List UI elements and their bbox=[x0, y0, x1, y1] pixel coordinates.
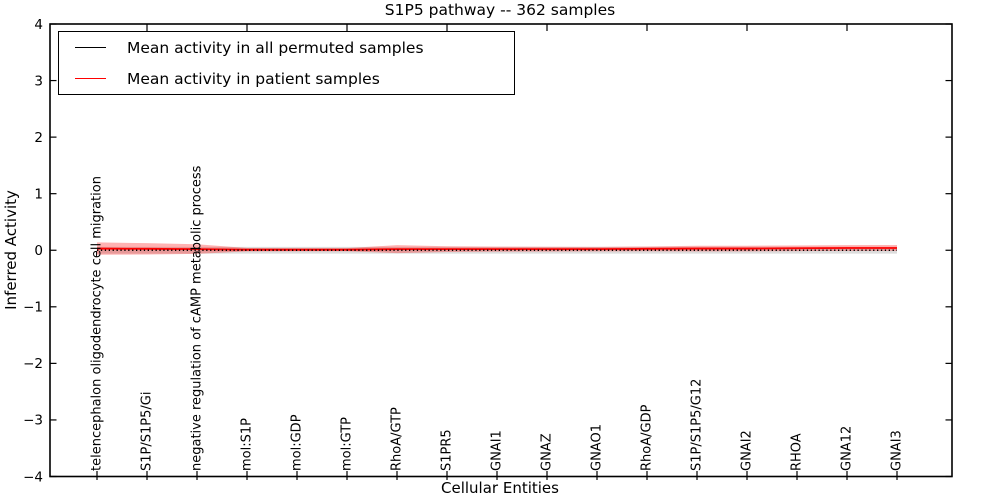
x-tick-label: GNAI1 bbox=[490, 430, 505, 471]
y-axis-label: Inferred Activity bbox=[2, 190, 20, 310]
legend: Mean activity in all permuted samples Me… bbox=[58, 31, 515, 95]
y-tick-label: 2 bbox=[34, 130, 43, 146]
legend-entry-permuted: Mean activity in all permuted samples bbox=[59, 33, 514, 63]
y-tick-label: −4 bbox=[23, 469, 43, 485]
y-tick-label: −2 bbox=[23, 356, 43, 372]
legend-entry-patient: Mean activity in patient samples bbox=[59, 64, 514, 94]
legend-label-patient: Mean activity in patient samples bbox=[127, 69, 380, 88]
y-tick-label: −1 bbox=[23, 300, 43, 316]
x-tick-label: GNAI3 bbox=[890, 430, 905, 471]
y-tick-label: 1 bbox=[34, 186, 43, 202]
y-tick-label: 3 bbox=[34, 73, 43, 89]
x-tick-label: S1PR5 bbox=[440, 429, 455, 471]
x-tick-label: GNAO1 bbox=[590, 424, 605, 471]
y-tick-label: 0 bbox=[34, 243, 43, 259]
red-line-sample-icon bbox=[75, 78, 106, 79]
x-axis-label: Cellular Entities bbox=[441, 479, 559, 497]
patient-mean-line bbox=[96, 247, 897, 251]
x-tick-label: GNAZ bbox=[540, 433, 555, 471]
legend-label-permuted: Mean activity in all permuted samples bbox=[127, 38, 424, 57]
y-tick-label: 4 bbox=[34, 17, 43, 33]
x-tick-label: mol:GTP bbox=[340, 417, 355, 471]
x-tick-label: mol:GDP bbox=[290, 414, 305, 471]
x-tick-label: GNAI2 bbox=[740, 430, 755, 471]
chart-title: S1P5 pathway -- 362 samples bbox=[384, 1, 616, 19]
x-tick-label: RhoA/GTP bbox=[390, 407, 405, 471]
x-tick-label: mol:S1P bbox=[240, 418, 255, 471]
y-tick-label: −3 bbox=[23, 413, 43, 429]
x-tick-label: S1P/S1P5/G12 bbox=[690, 379, 705, 471]
x-tick-label: GNA12 bbox=[840, 426, 855, 471]
x-tick-label: S1P/S1P5/Gi bbox=[140, 392, 155, 471]
x-tick-label: telencephalon oligodendrocyte cell migra… bbox=[90, 176, 105, 471]
x-tick-label: negative regulation of cAMP metabolic pr… bbox=[190, 165, 205, 471]
x-tick-label: RHOA bbox=[790, 433, 805, 471]
x-tick-label: RhoA/GDP bbox=[640, 404, 655, 471]
black-line-sample-icon bbox=[75, 47, 106, 48]
